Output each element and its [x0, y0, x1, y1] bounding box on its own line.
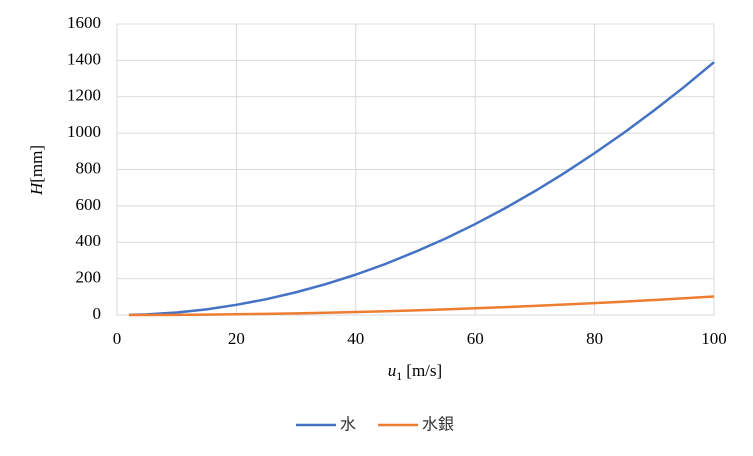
plot-border: [116, 23, 715, 316]
x-tick-label: 40: [347, 329, 364, 348]
y-tick-label: 800: [76, 158, 102, 177]
y-tick-label: 0: [93, 304, 102, 323]
y-axis-label: H[mm]: [27, 145, 46, 196]
y-tick-label: 200: [76, 268, 102, 287]
x-label-unit: [m/s]: [406, 361, 442, 380]
y-tick-label: 1600: [67, 13, 101, 32]
y-tick-label: 600: [76, 195, 102, 214]
x-tick-label: 60: [467, 329, 484, 348]
y-label-unit: [mm]: [27, 145, 46, 183]
x-tick-label: 0: [113, 329, 122, 348]
x-tick-label: 80: [586, 329, 603, 348]
y-tick-label: 1200: [67, 86, 101, 105]
series-line: [128, 61, 715, 317]
y-label-var: H: [27, 181, 46, 196]
legend-label: 水銀: [422, 415, 454, 434]
x-tick-label: 100: [701, 329, 727, 348]
series-line: [128, 295, 715, 317]
y-tick-label: 1000: [67, 122, 101, 141]
x-label-sub: 1: [396, 369, 402, 383]
x-tick-label: 20: [228, 329, 245, 348]
x-label-var: u: [388, 361, 397, 380]
x-axis-label: u1 [m/s]: [388, 361, 442, 383]
y-tick-label: 1400: [67, 49, 101, 68]
y-tick-label: 400: [76, 231, 102, 250]
legend-label: 水: [340, 415, 356, 434]
